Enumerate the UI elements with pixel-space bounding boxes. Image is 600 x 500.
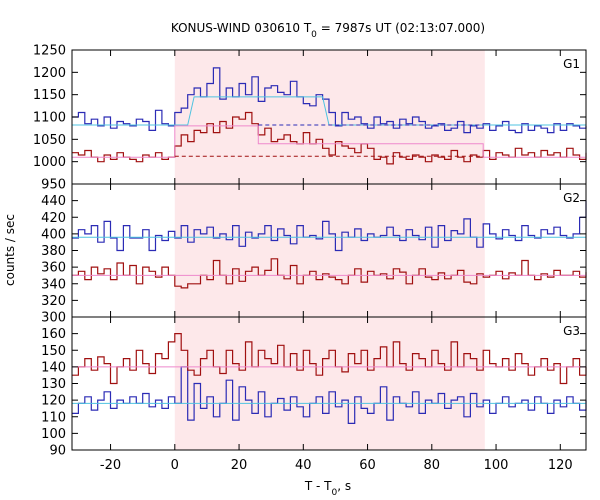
y-tick-label: 1000 bbox=[33, 155, 66, 170]
y-tick-label: 1250 bbox=[33, 44, 66, 59]
y-tick-label: 440 bbox=[41, 194, 66, 209]
x-tick-label: 40 bbox=[295, 458, 312, 473]
series-line-blue_series bbox=[72, 67, 587, 134]
y-tick-label: 420 bbox=[41, 211, 66, 226]
x-tick-label: 100 bbox=[484, 458, 509, 473]
y-tick-label: 1150 bbox=[33, 88, 66, 103]
y-tick-label: 130 bbox=[41, 377, 66, 392]
x-tick-label: 80 bbox=[424, 458, 441, 473]
burst-interval-shade bbox=[174, 184, 485, 317]
series-line-red_series bbox=[72, 111, 587, 165]
x-tick-label: 0 bbox=[171, 458, 179, 473]
y-tick-label: 950 bbox=[41, 178, 66, 193]
burst-interval-shade bbox=[174, 317, 485, 450]
y-tick-label: 380 bbox=[41, 244, 66, 259]
title-subscript: 0 bbox=[311, 30, 317, 40]
x-axis-label: T - T0, s bbox=[304, 479, 351, 498]
y-tick-label: 1050 bbox=[33, 133, 66, 148]
series-line-red_series bbox=[72, 333, 587, 385]
y-tick-label: 300 bbox=[41, 311, 66, 326]
y-tick-label: 1100 bbox=[33, 111, 66, 126]
y-tick-label: 140 bbox=[41, 360, 66, 375]
plot-root: 950100010501100115012001250G130032034036… bbox=[33, 44, 587, 473]
fit-level-red_fit bbox=[72, 125, 586, 158]
y-axis-label: counts / sec bbox=[3, 214, 17, 286]
x-tick-label: 60 bbox=[359, 458, 376, 473]
y-tick-label: 160 bbox=[41, 327, 66, 342]
panel-label-g3: G3 bbox=[563, 324, 580, 338]
y-tick-label: 100 bbox=[41, 427, 66, 442]
x-tick-label: -20 bbox=[100, 458, 121, 473]
panel-g1: 950 1000 1050 1100 1150 1200 1250 G1 bbox=[33, 44, 587, 193]
y-tick-label: 340 bbox=[41, 277, 66, 292]
y-tick-label: 1200 bbox=[33, 66, 66, 81]
series-line-blue_series bbox=[72, 366, 587, 424]
y-tick-label: 320 bbox=[41, 294, 66, 309]
xlabel-rest: , s bbox=[337, 479, 351, 493]
chart-title: KONUS-WIND 030610 T0 = 7987s UT (02:13:0… bbox=[171, 21, 485, 40]
burst-interval-shade bbox=[174, 50, 485, 184]
panel-label-g1: G1 bbox=[563, 57, 580, 71]
y-tick-label: 400 bbox=[41, 227, 66, 242]
panel-label-g2: G2 bbox=[563, 191, 580, 205]
x-tick-label: 20 bbox=[231, 458, 248, 473]
title-rest: = 7987s UT (02:13:07.000) bbox=[317, 21, 485, 35]
xlabel-subscript: 0 bbox=[332, 488, 338, 498]
x-tick-label: 120 bbox=[548, 458, 573, 473]
y-tick-label: 360 bbox=[41, 261, 66, 276]
y-tick-label: 150 bbox=[41, 344, 66, 359]
series-line-red_series bbox=[72, 258, 587, 289]
y-tick-label: 110 bbox=[41, 410, 66, 425]
y-tick-label: 120 bbox=[41, 394, 66, 409]
y-tick-label: 90 bbox=[49, 444, 66, 459]
series-line-blue_series bbox=[72, 200, 587, 252]
